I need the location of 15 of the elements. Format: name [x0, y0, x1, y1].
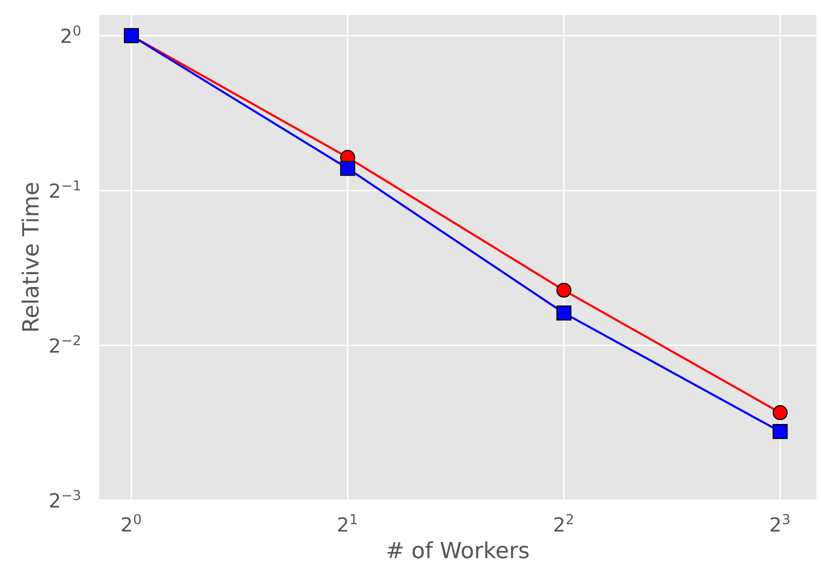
point	[772, 424, 788, 440]
x-tick-label: 2$^{3}$	[770, 514, 790, 532]
x-tick-label: 2$^{0}$	[122, 514, 141, 532]
x-axis-title: # of Workers	[387, 541, 529, 558]
y-tick-label: 2$^{−2}$	[50, 335, 80, 353]
point	[772, 405, 788, 420]
point	[340, 160, 356, 176]
y-tick-label: 2$^{0}$	[62, 25, 80, 43]
point	[556, 306, 572, 320]
x-tick-label: 2$^{2}$	[554, 514, 573, 532]
point	[556, 282, 572, 298]
y-tick-label: 2$^{−1}$	[50, 180, 80, 198]
x-tick-label: 2$^{1}$	[338, 514, 357, 532]
y-tick-label: 2$^{−3}$	[50, 490, 80, 508]
y-axis-title: Relative Time	[22, 182, 39, 331]
